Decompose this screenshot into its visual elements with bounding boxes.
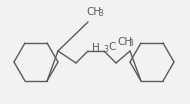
Text: CH: CH [117,37,132,47]
Text: H: H [92,43,100,53]
Text: CH: CH [86,7,102,17]
Text: 3: 3 [128,40,133,48]
Text: C: C [108,42,115,52]
Text: 3: 3 [99,9,103,19]
Text: 3: 3 [103,46,108,54]
